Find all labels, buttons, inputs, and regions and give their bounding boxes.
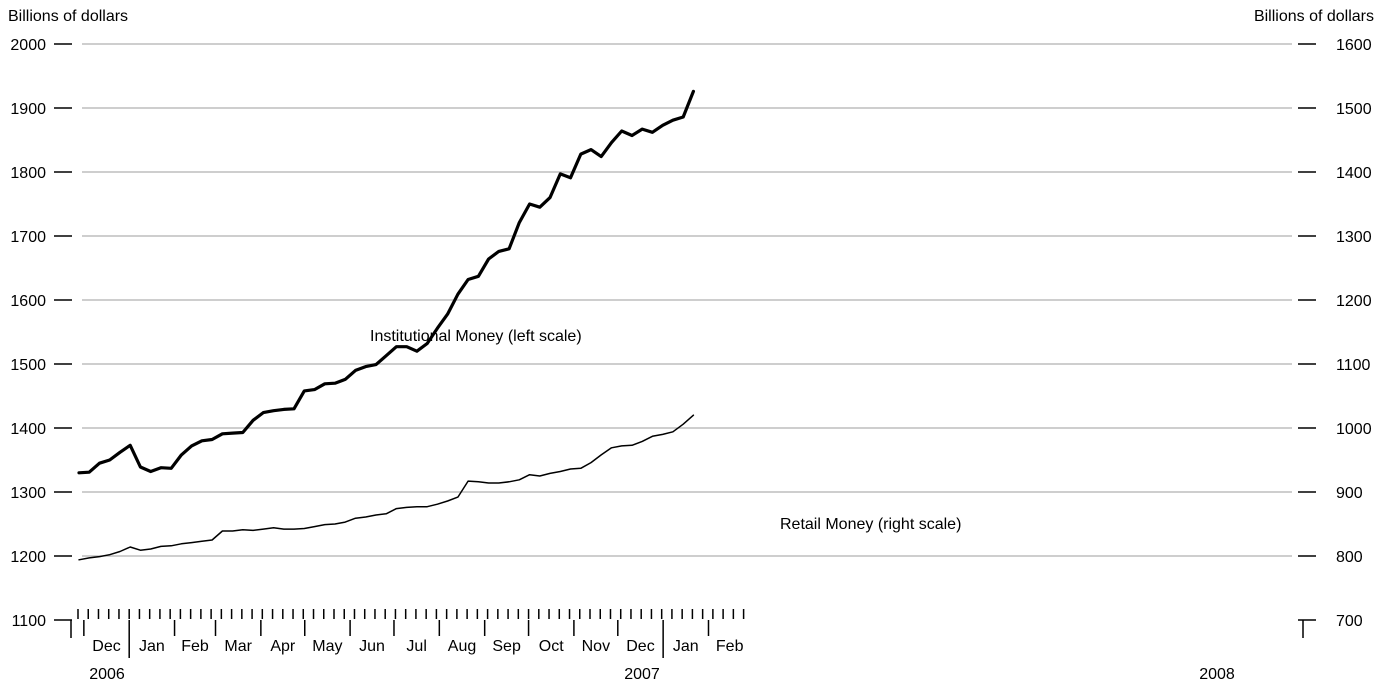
right-tick-label: 1500 [1336, 101, 1372, 118]
month-label: Jan [139, 638, 165, 655]
year-label: 2008 [1199, 666, 1235, 683]
left-tick-label: 1600 [10, 293, 46, 310]
month-label: Oct [539, 638, 564, 655]
month-label: Feb [181, 638, 209, 655]
month-label: Sep [492, 638, 521, 655]
left-tick-label: 1300 [10, 485, 46, 502]
right-tick-label: 700 [1336, 613, 1363, 630]
left-tick-label: 1200 [10, 549, 46, 566]
series-label-retail: Retail Money (right scale) [780, 516, 961, 533]
month-label: Mar [224, 638, 252, 655]
month-label: Feb [716, 638, 744, 655]
right-tick-label: 1600 [1336, 37, 1372, 54]
month-label: Jan [673, 638, 699, 655]
left-tick-label: 1100 [12, 613, 47, 630]
year-label: 2007 [624, 666, 660, 683]
left-tick-label: 1800 [10, 165, 46, 182]
left-tick-label: 1500 [10, 357, 46, 374]
right-tick-label: 1200 [1336, 293, 1372, 310]
left-tick-label: 1400 [10, 421, 46, 438]
month-label: Nov [582, 638, 610, 655]
left-axis-unit-label: Billions of dollars [8, 8, 129, 25]
month-label: Aug [448, 638, 476, 655]
right-tick-label: 800 [1336, 549, 1363, 566]
month-label: Jun [359, 638, 385, 655]
right-tick-label: 1100 [1336, 357, 1371, 374]
left-tick-label: 1700 [10, 229, 46, 246]
right-tick-label: 900 [1336, 485, 1363, 502]
month-label: Dec [626, 638, 654, 655]
series-lines [77, 89, 695, 561]
right-tick-label: 1000 [1336, 421, 1372, 438]
series-line-retail [78, 414, 695, 561]
left-tick-label: 2000 [10, 37, 46, 54]
series-line-institutional [77, 89, 695, 475]
month-label: May [312, 638, 342, 655]
right-tick-label: 1300 [1336, 229, 1372, 246]
gridlines [82, 43, 1292, 557]
left-tick-label: 1900 [10, 101, 46, 118]
axes: 1100 1200 1300 1400 1500 1600 1700 1800 1900 2000… [10, 37, 1371, 683]
month-label: Dec [92, 638, 120, 655]
month-label: Jul [406, 638, 426, 655]
series-label-institutional: Institutional Money (left scale) [370, 328, 582, 345]
series-labels: Institutional Money (left scale) Retail … [370, 328, 961, 533]
year-label: 2006 [89, 666, 125, 683]
right-tick-label: 1400 [1336, 165, 1372, 182]
month-label: Apr [270, 638, 296, 655]
right-axis-unit-label: Billions of dollars [1253, 8, 1374, 25]
